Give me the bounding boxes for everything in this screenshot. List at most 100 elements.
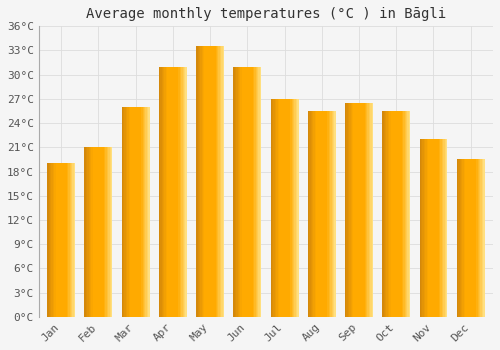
- Bar: [104, 147, 106, 317]
- Bar: [475, 160, 476, 317]
- Bar: [203, 47, 204, 317]
- Bar: [94, 147, 96, 317]
- Bar: [164, 66, 166, 317]
- Bar: [134, 107, 136, 317]
- Bar: [275, 99, 276, 317]
- Bar: [406, 111, 407, 317]
- Bar: [356, 103, 358, 317]
- Bar: [283, 99, 284, 317]
- Bar: [320, 111, 322, 317]
- Bar: [394, 111, 395, 317]
- Bar: [242, 66, 243, 317]
- Bar: [345, 103, 346, 317]
- Bar: [206, 47, 208, 317]
- Bar: [472, 160, 474, 317]
- Bar: [408, 111, 409, 317]
- Bar: [160, 66, 162, 317]
- Bar: [214, 47, 216, 317]
- Bar: [170, 66, 172, 317]
- Bar: [147, 107, 148, 317]
- Bar: [102, 147, 104, 317]
- Bar: [326, 111, 328, 317]
- Bar: [458, 160, 460, 317]
- Bar: [403, 111, 404, 317]
- Bar: [460, 160, 461, 317]
- Bar: [97, 147, 98, 317]
- Bar: [137, 107, 138, 317]
- Bar: [364, 103, 366, 317]
- Bar: [368, 103, 369, 317]
- Bar: [199, 47, 200, 317]
- Bar: [234, 66, 236, 317]
- Bar: [328, 111, 329, 317]
- Bar: [60, 163, 61, 317]
- Bar: [384, 111, 385, 317]
- Bar: [386, 111, 388, 317]
- Bar: [284, 99, 286, 317]
- Bar: [216, 47, 217, 317]
- Bar: [363, 103, 364, 317]
- Bar: [310, 111, 312, 317]
- Bar: [439, 139, 440, 317]
- Bar: [308, 111, 309, 317]
- Bar: [174, 66, 176, 317]
- Bar: [176, 66, 177, 317]
- Bar: [482, 160, 484, 317]
- Bar: [424, 139, 425, 317]
- Bar: [180, 66, 181, 317]
- Bar: [398, 111, 399, 317]
- Bar: [369, 103, 370, 317]
- Bar: [329, 111, 330, 317]
- Bar: [127, 107, 128, 317]
- Bar: [140, 107, 141, 317]
- Bar: [101, 147, 102, 317]
- Bar: [217, 47, 218, 317]
- Bar: [182, 66, 184, 317]
- Bar: [123, 107, 124, 317]
- Bar: [478, 160, 479, 317]
- Bar: [457, 160, 458, 317]
- Bar: [177, 66, 178, 317]
- Bar: [218, 47, 220, 317]
- Bar: [66, 163, 68, 317]
- Bar: [106, 147, 107, 317]
- Bar: [430, 139, 432, 317]
- Bar: [181, 66, 182, 317]
- Bar: [436, 139, 438, 317]
- Bar: [198, 47, 199, 317]
- Bar: [359, 103, 360, 317]
- Bar: [184, 66, 186, 317]
- Bar: [390, 111, 392, 317]
- Bar: [282, 99, 283, 317]
- Bar: [130, 107, 132, 317]
- Bar: [71, 163, 72, 317]
- Bar: [462, 160, 464, 317]
- Bar: [324, 111, 326, 317]
- Bar: [476, 160, 478, 317]
- Bar: [110, 147, 111, 317]
- Bar: [141, 107, 142, 317]
- Bar: [58, 163, 59, 317]
- Bar: [70, 163, 71, 317]
- Bar: [432, 139, 434, 317]
- Bar: [168, 66, 170, 317]
- Bar: [148, 107, 150, 317]
- Bar: [426, 139, 428, 317]
- Bar: [204, 47, 206, 317]
- Bar: [253, 66, 254, 317]
- Bar: [213, 47, 214, 317]
- Bar: [138, 107, 140, 317]
- Bar: [146, 107, 147, 317]
- Bar: [236, 66, 238, 317]
- Bar: [256, 66, 257, 317]
- Bar: [333, 111, 334, 317]
- Bar: [323, 111, 324, 317]
- Bar: [243, 66, 244, 317]
- Bar: [64, 163, 66, 317]
- Bar: [370, 103, 372, 317]
- Bar: [208, 47, 210, 317]
- Bar: [479, 160, 480, 317]
- Bar: [162, 66, 163, 317]
- Bar: [316, 111, 318, 317]
- Bar: [399, 111, 400, 317]
